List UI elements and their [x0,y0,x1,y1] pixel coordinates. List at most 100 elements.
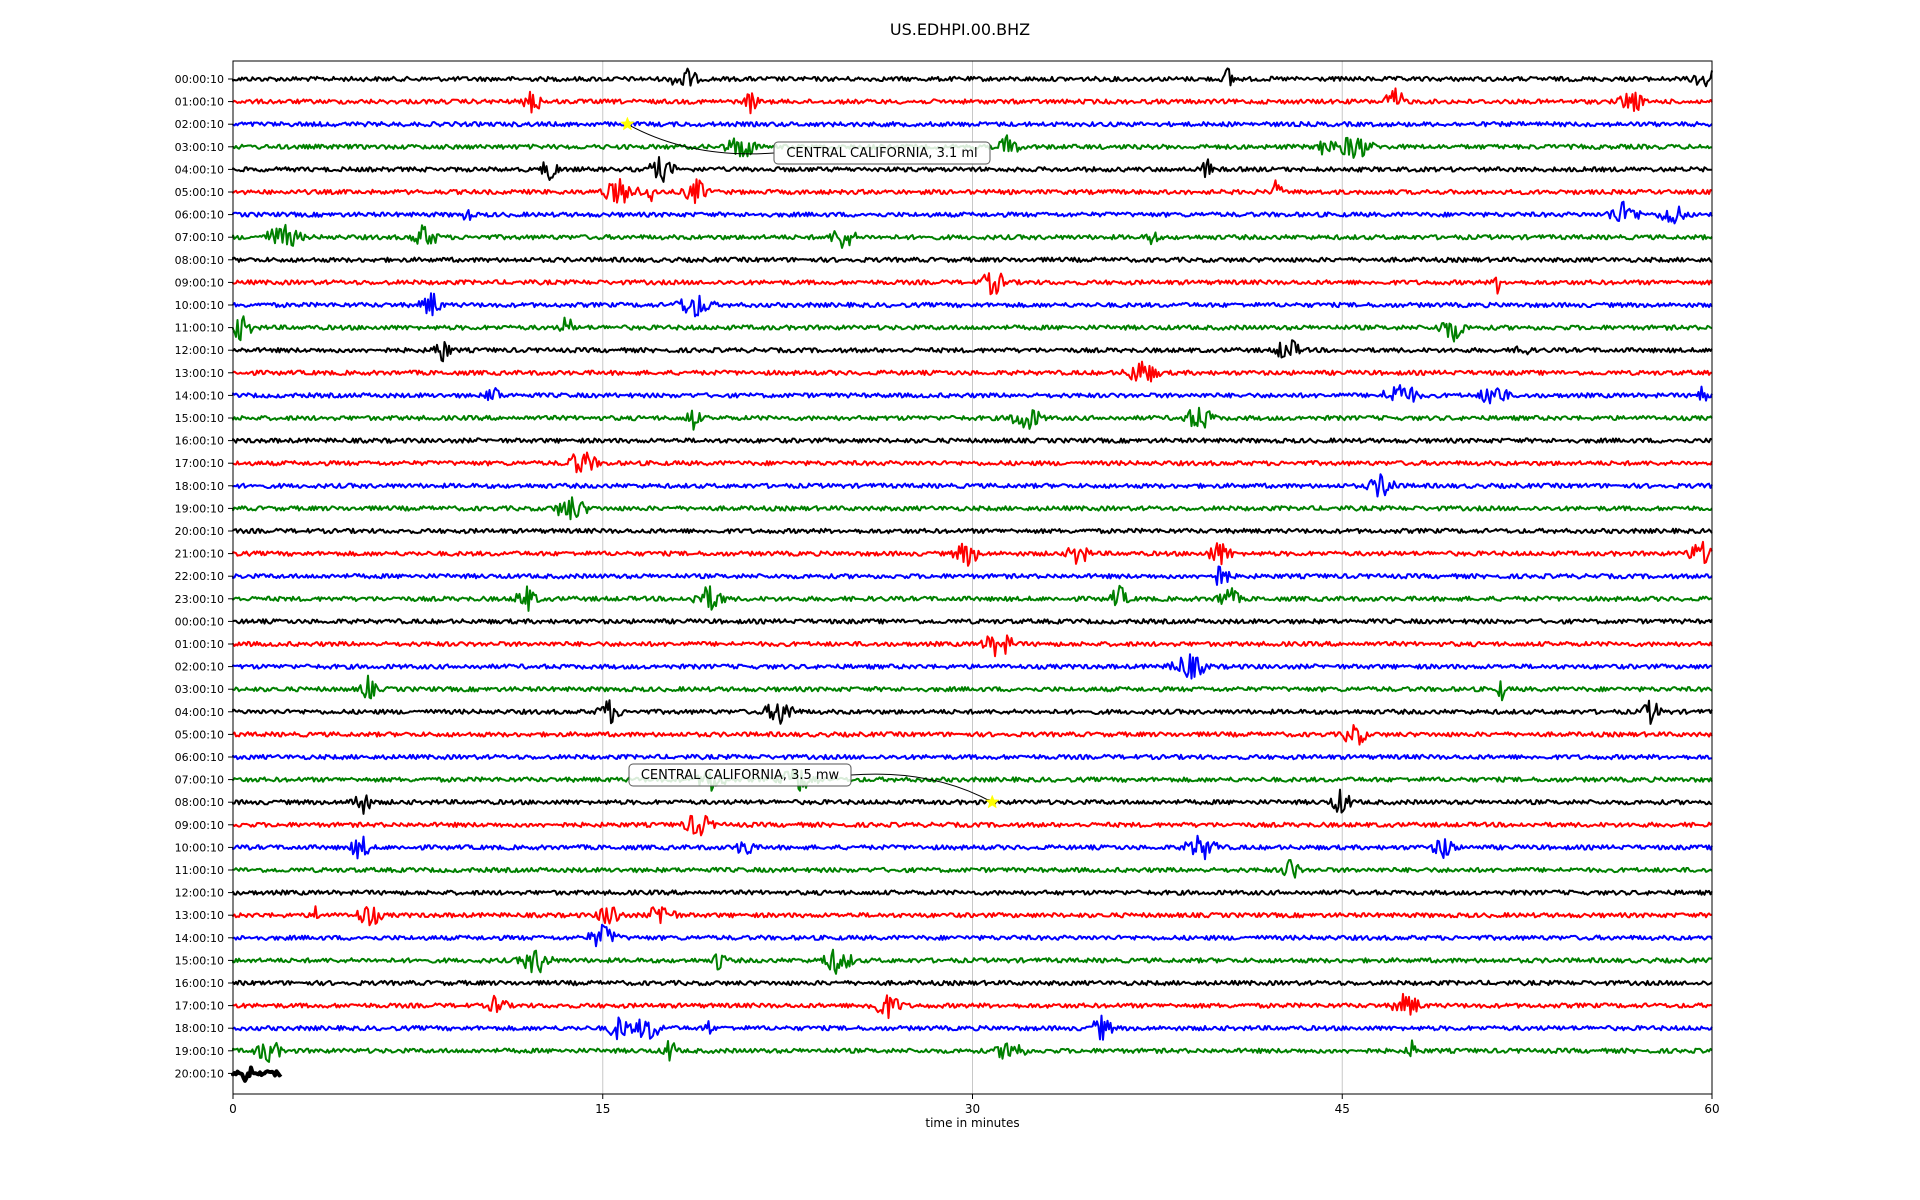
row-label: 03:00:10 [175,683,224,696]
event-annotations: CENTRAL CALIFORNIA, 3.1 ml CENTRAL CALIFO… [620,116,1000,809]
row-label: 20:00:10 [175,1067,224,1080]
trace-row [232,889,1713,896]
trace-row [232,339,1713,363]
trace-row [232,67,1713,88]
row-label: 21:00:10 [175,548,224,561]
trace-row [232,859,1713,879]
trace-row [232,527,1713,535]
trace-row [232,1039,1713,1063]
row-label: 15:00:10 [175,412,224,425]
x-tick-label: 15 [595,1102,610,1116]
row-label: 07:00:10 [175,774,224,787]
trace-row [232,634,1713,658]
row-label: 10:00:10 [175,299,224,312]
event-connector [627,123,775,155]
event-label-box [773,141,991,165]
trace-row [232,905,1713,927]
event-star-marker [984,794,1000,809]
trace-row [232,1014,1713,1041]
row-label: 10:00:10 [175,841,224,854]
row-label: 13:00:10 [175,909,224,922]
trace-row [232,584,1713,612]
plot-frame [232,60,1713,1095]
row-label: 20:00:10 [175,525,224,538]
row-label: 08:00:10 [175,254,224,267]
trace-row [232,674,1713,702]
row-label: 14:00:10 [175,389,224,402]
row-label: 13:00:10 [175,367,224,380]
row-label: 18:00:10 [175,480,224,493]
trace-row [232,437,1713,444]
row-label: 08:00:10 [175,796,224,809]
event-label: CENTRAL CALIFORNIA, 3.5 mw [641,768,840,783]
trace-row [232,384,1713,405]
row-label: 23:00:10 [175,593,224,606]
trace-row [232,834,1713,861]
x-tick-label: 0 [229,1102,237,1116]
trace-row [232,292,1713,318]
trace-row [232,200,1713,225]
trace-row [232,272,1713,296]
trace-row [232,121,1713,128]
trace-row [232,992,1713,1020]
row-label: 06:00:10 [175,751,224,764]
trace-row [232,87,1713,115]
row-label: 16:00:10 [175,435,224,448]
row-label: 02:00:10 [175,661,224,674]
row-label: 07:00:10 [175,231,224,244]
row-label: 11:00:10 [175,322,224,335]
x-tick-label: 45 [1335,1102,1350,1116]
trace-row [232,406,1713,431]
row-label: 01:00:10 [175,638,224,651]
row-label: 09:00:10 [175,276,224,289]
trace-row [232,178,1713,205]
row-label: 02:00:10 [175,118,224,131]
row-label: 12:00:10 [175,344,224,357]
trace-row [232,814,1713,837]
x-axis-label: time in minutes [925,1116,1020,1130]
chart-title: US.EDHPI.00.BHZ [889,20,1031,39]
row-labels: 00:00:10 01:00:10 02:00:10 03:00:10 04:00:10… [175,73,233,1080]
trace-row [232,948,1713,975]
row-label: 00:00:10 [175,73,224,86]
trace-row [232,923,1713,948]
row-label: 15:00:10 [175,954,224,967]
trace-row [232,315,1713,343]
trace-row [232,473,1713,498]
trace-row [232,496,1713,521]
event-star-marker [620,116,635,131]
row-label: 00:00:10 [175,615,224,628]
trace-row [232,256,1713,263]
seismic-traces [231,67,1713,1083]
trace-row [232,979,1713,987]
row-label: 12:00:10 [175,887,224,900]
row-label: 19:00:10 [175,1045,224,1058]
trace-row [232,788,1713,815]
row-label: 14:00:10 [175,932,224,945]
row-label: 04:00:10 [175,706,224,719]
trace-row [232,156,1712,183]
row-label: 01:00:10 [175,96,224,109]
row-label: 03:00:10 [175,141,224,154]
trace-row [232,753,1713,761]
row-label: 17:00:10 [175,457,224,470]
row-label: 16:00:10 [175,977,224,990]
event-connector [850,773,993,803]
x-tick-label: 30 [965,1102,980,1116]
trace-row [232,451,1713,474]
trace-row [232,360,1713,383]
trace-row [232,223,1713,249]
row-label: 05:00:10 [175,186,224,199]
row-label: 04:00:10 [175,163,224,176]
trace-row [232,565,1713,586]
row-label: 05:00:10 [175,728,224,741]
trace-row [232,540,1713,567]
row-label: 17:00:10 [175,1000,224,1013]
trace-row [232,768,1713,792]
event-label: CENTRAL CALIFORNIA, 3.1 ml [786,146,977,161]
row-label: 22:00:10 [175,570,224,583]
trace-row [232,653,1713,680]
x-tick-label: 60 [1704,1102,1719,1116]
event-label-box [628,763,852,787]
trace-row [232,699,1713,725]
